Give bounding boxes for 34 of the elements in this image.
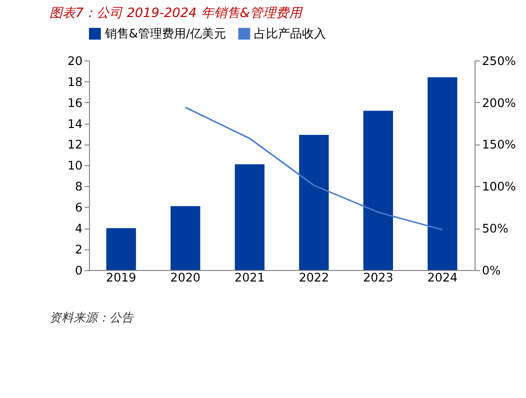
y2-tick-label: 150% bbox=[482, 138, 516, 152]
y-tick-label: 14 bbox=[67, 116, 83, 131]
y-tick-label: 2 bbox=[75, 242, 83, 257]
y-tick-label: 0 bbox=[75, 264, 83, 278]
bar bbox=[299, 134, 329, 270]
chart-title: 图表7：公司 2019-2024 年销售&管理费用 bbox=[49, 6, 303, 21]
x-tick-label: 2021 bbox=[234, 270, 265, 284]
x-tick-label: 2023 bbox=[363, 270, 394, 284]
x-tick-label: 2020 bbox=[170, 270, 200, 284]
y2-tick-label: 250% bbox=[482, 54, 516, 68]
bar bbox=[234, 164, 264, 270]
y-tick-label: 20 bbox=[67, 54, 83, 68]
bar bbox=[363, 110, 394, 270]
y-tick-label: 12 bbox=[67, 138, 83, 152]
legend-label: 销售&管理费用/亿美元 bbox=[104, 26, 226, 41]
line-series bbox=[184, 106, 444, 231]
x-tick-label: 2022 bbox=[298, 270, 330, 284]
legend-label: 占比产品收入 bbox=[254, 26, 326, 41]
y2-tick-label: 0% bbox=[482, 264, 501, 278]
bar bbox=[170, 206, 200, 270]
x-tick-label: 2019 bbox=[106, 270, 136, 284]
text: 资料来源：公告 bbox=[49, 310, 134, 324]
bar bbox=[106, 228, 136, 270]
y-tick-label: 18 bbox=[67, 74, 83, 89]
y2-tick-label: 100% bbox=[482, 180, 516, 194]
x-tick-label: 2024 bbox=[427, 270, 458, 284]
bar bbox=[428, 77, 458, 270]
y-tick-label: 6 bbox=[75, 200, 83, 215]
y2-tick-label: 200% bbox=[482, 96, 516, 110]
y-tick-label: 8 bbox=[75, 180, 83, 194]
y-tick-label: 10 bbox=[67, 158, 83, 173]
y2-tick-label: 50% bbox=[482, 222, 508, 236]
y-tick-label: 16 bbox=[67, 96, 83, 110]
y-tick-label: 4 bbox=[75, 222, 83, 236]
